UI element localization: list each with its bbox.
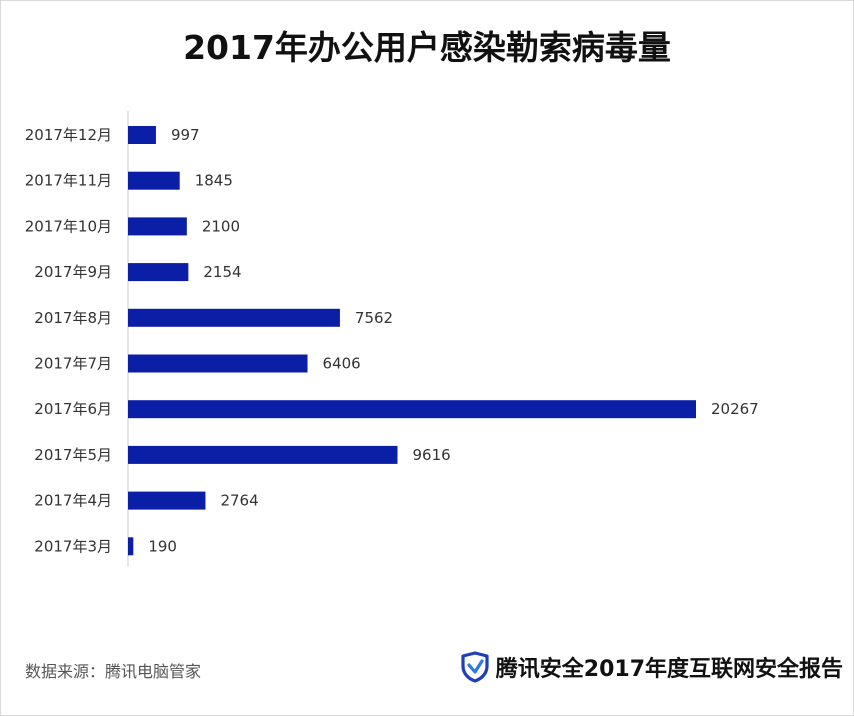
bar	[128, 491, 206, 510]
bar	[128, 308, 340, 327]
category-label: 2017年3月	[34, 537, 112, 555]
category-label: 2017年7月	[34, 355, 112, 373]
category-label: 2017年9月	[34, 263, 112, 281]
bar	[128, 400, 696, 419]
tencent-security-shield-icon	[461, 651, 489, 683]
category-label: 2017年6月	[34, 400, 112, 418]
category-label: 2017年4月	[34, 492, 112, 510]
category-label: 2017年12月	[25, 126, 112, 144]
data-label: 7562	[355, 309, 393, 327]
data-source: 数据来源：腾讯电脑管家	[25, 662, 202, 681]
bar-chart: 2017年12月 997 2017年11月 1845 2017年10月 2100 2017年…	[25, 111, 759, 567]
chart-title: 2017年办公用户感染勒索病毒量	[183, 28, 671, 67]
bar	[128, 126, 156, 144]
category-label: 2017年10月	[25, 217, 112, 235]
data-label: 20267	[711, 400, 759, 418]
data-label: 1845	[195, 172, 233, 190]
category-label: 2017年11月	[25, 172, 112, 190]
bar	[128, 171, 180, 190]
data-label: 2154	[203, 263, 241, 281]
data-label: 6406	[323, 355, 361, 373]
bars-group: 2017年12月 997 2017年11月 1845 2017年10月 2100 2017年…	[25, 126, 759, 556]
category-label: 2017年5月	[34, 446, 112, 464]
bar	[128, 445, 398, 464]
brand-footer: 腾讯安全2017年度互联网安全报告	[460, 651, 843, 683]
bar	[128, 537, 134, 556]
data-label: 2764	[220, 492, 258, 510]
bar	[128, 217, 187, 236]
bar	[128, 263, 189, 282]
data-label: 2100	[202, 217, 240, 235]
data-label: 9616	[412, 446, 450, 464]
data-label: 190	[148, 537, 177, 555]
brand-text: 腾讯安全2017年度互联网安全报告	[495, 657, 843, 682]
data-label: 997	[171, 126, 200, 144]
bar	[128, 354, 308, 373]
category-label: 2017年8月	[34, 309, 112, 327]
